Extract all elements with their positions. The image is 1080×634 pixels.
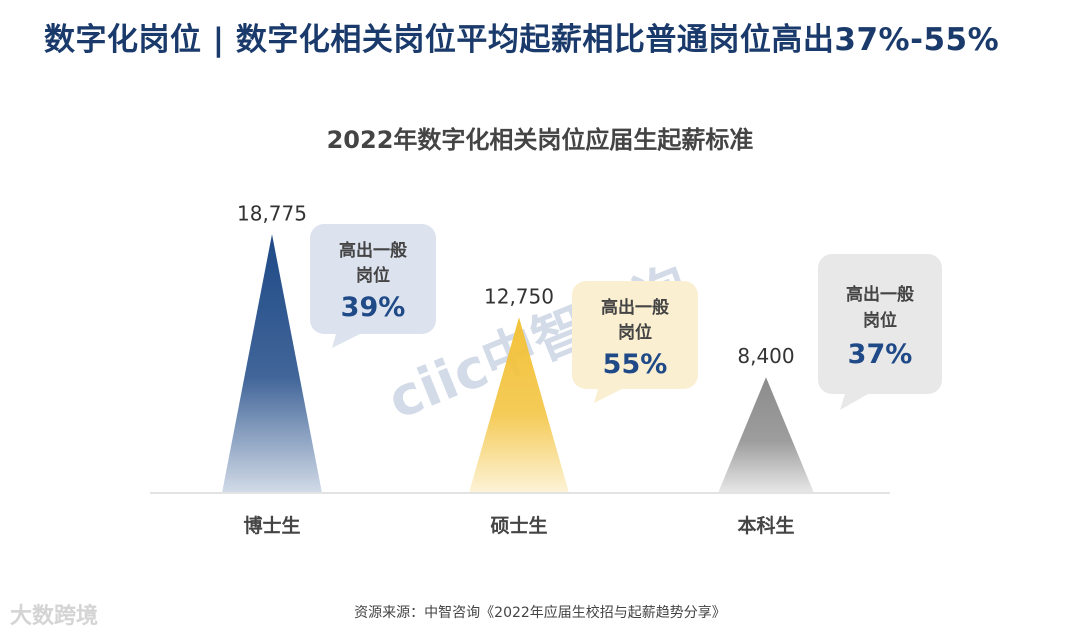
callout-line1: 高出一般 [339, 240, 407, 261]
value-label-1: 18,775 [237, 201, 307, 225]
callout-bubble [818, 254, 942, 394]
value-label-2: 12,750 [484, 284, 554, 308]
bar-1 [222, 234, 322, 494]
callout-tail [594, 389, 622, 403]
callout-bubble [572, 281, 698, 389]
callout-line2: 岗位 [863, 310, 897, 331]
callout-percent: 37% [848, 339, 913, 370]
chart-title: 2022年数字化相关岗位应届生起薪标准 [326, 126, 754, 154]
value-label-3: 8,400 [737, 344, 794, 368]
callout-line2: 岗位 [618, 322, 652, 343]
bar-2 [469, 317, 569, 493]
callout-line1: 高出一般 [846, 284, 914, 305]
bar-3 [718, 377, 814, 493]
callout-bubble [310, 224, 436, 334]
callout-tail [332, 334, 360, 348]
callout-tail [840, 394, 868, 410]
category-label-2: 硕士生 [490, 514, 547, 537]
callout-line1: 高出一般 [601, 297, 669, 318]
callout-percent: 55% [603, 349, 668, 380]
page-title: 数字化岗位 | 数字化相关岗位平均起薪相比普通岗位高出37%-55% [44, 22, 1000, 58]
callout-line2: 岗位 [356, 265, 390, 286]
callout-percent: 39% [341, 292, 406, 323]
bottom-watermark: 大数跨境 [10, 604, 99, 629]
category-label-3: 本科生 [737, 514, 794, 537]
source-note: 资源来源：中智咨询《2022年应届生校招与起薪趋势分享》 [354, 605, 726, 621]
category-label-1: 博士生 [243, 514, 300, 537]
